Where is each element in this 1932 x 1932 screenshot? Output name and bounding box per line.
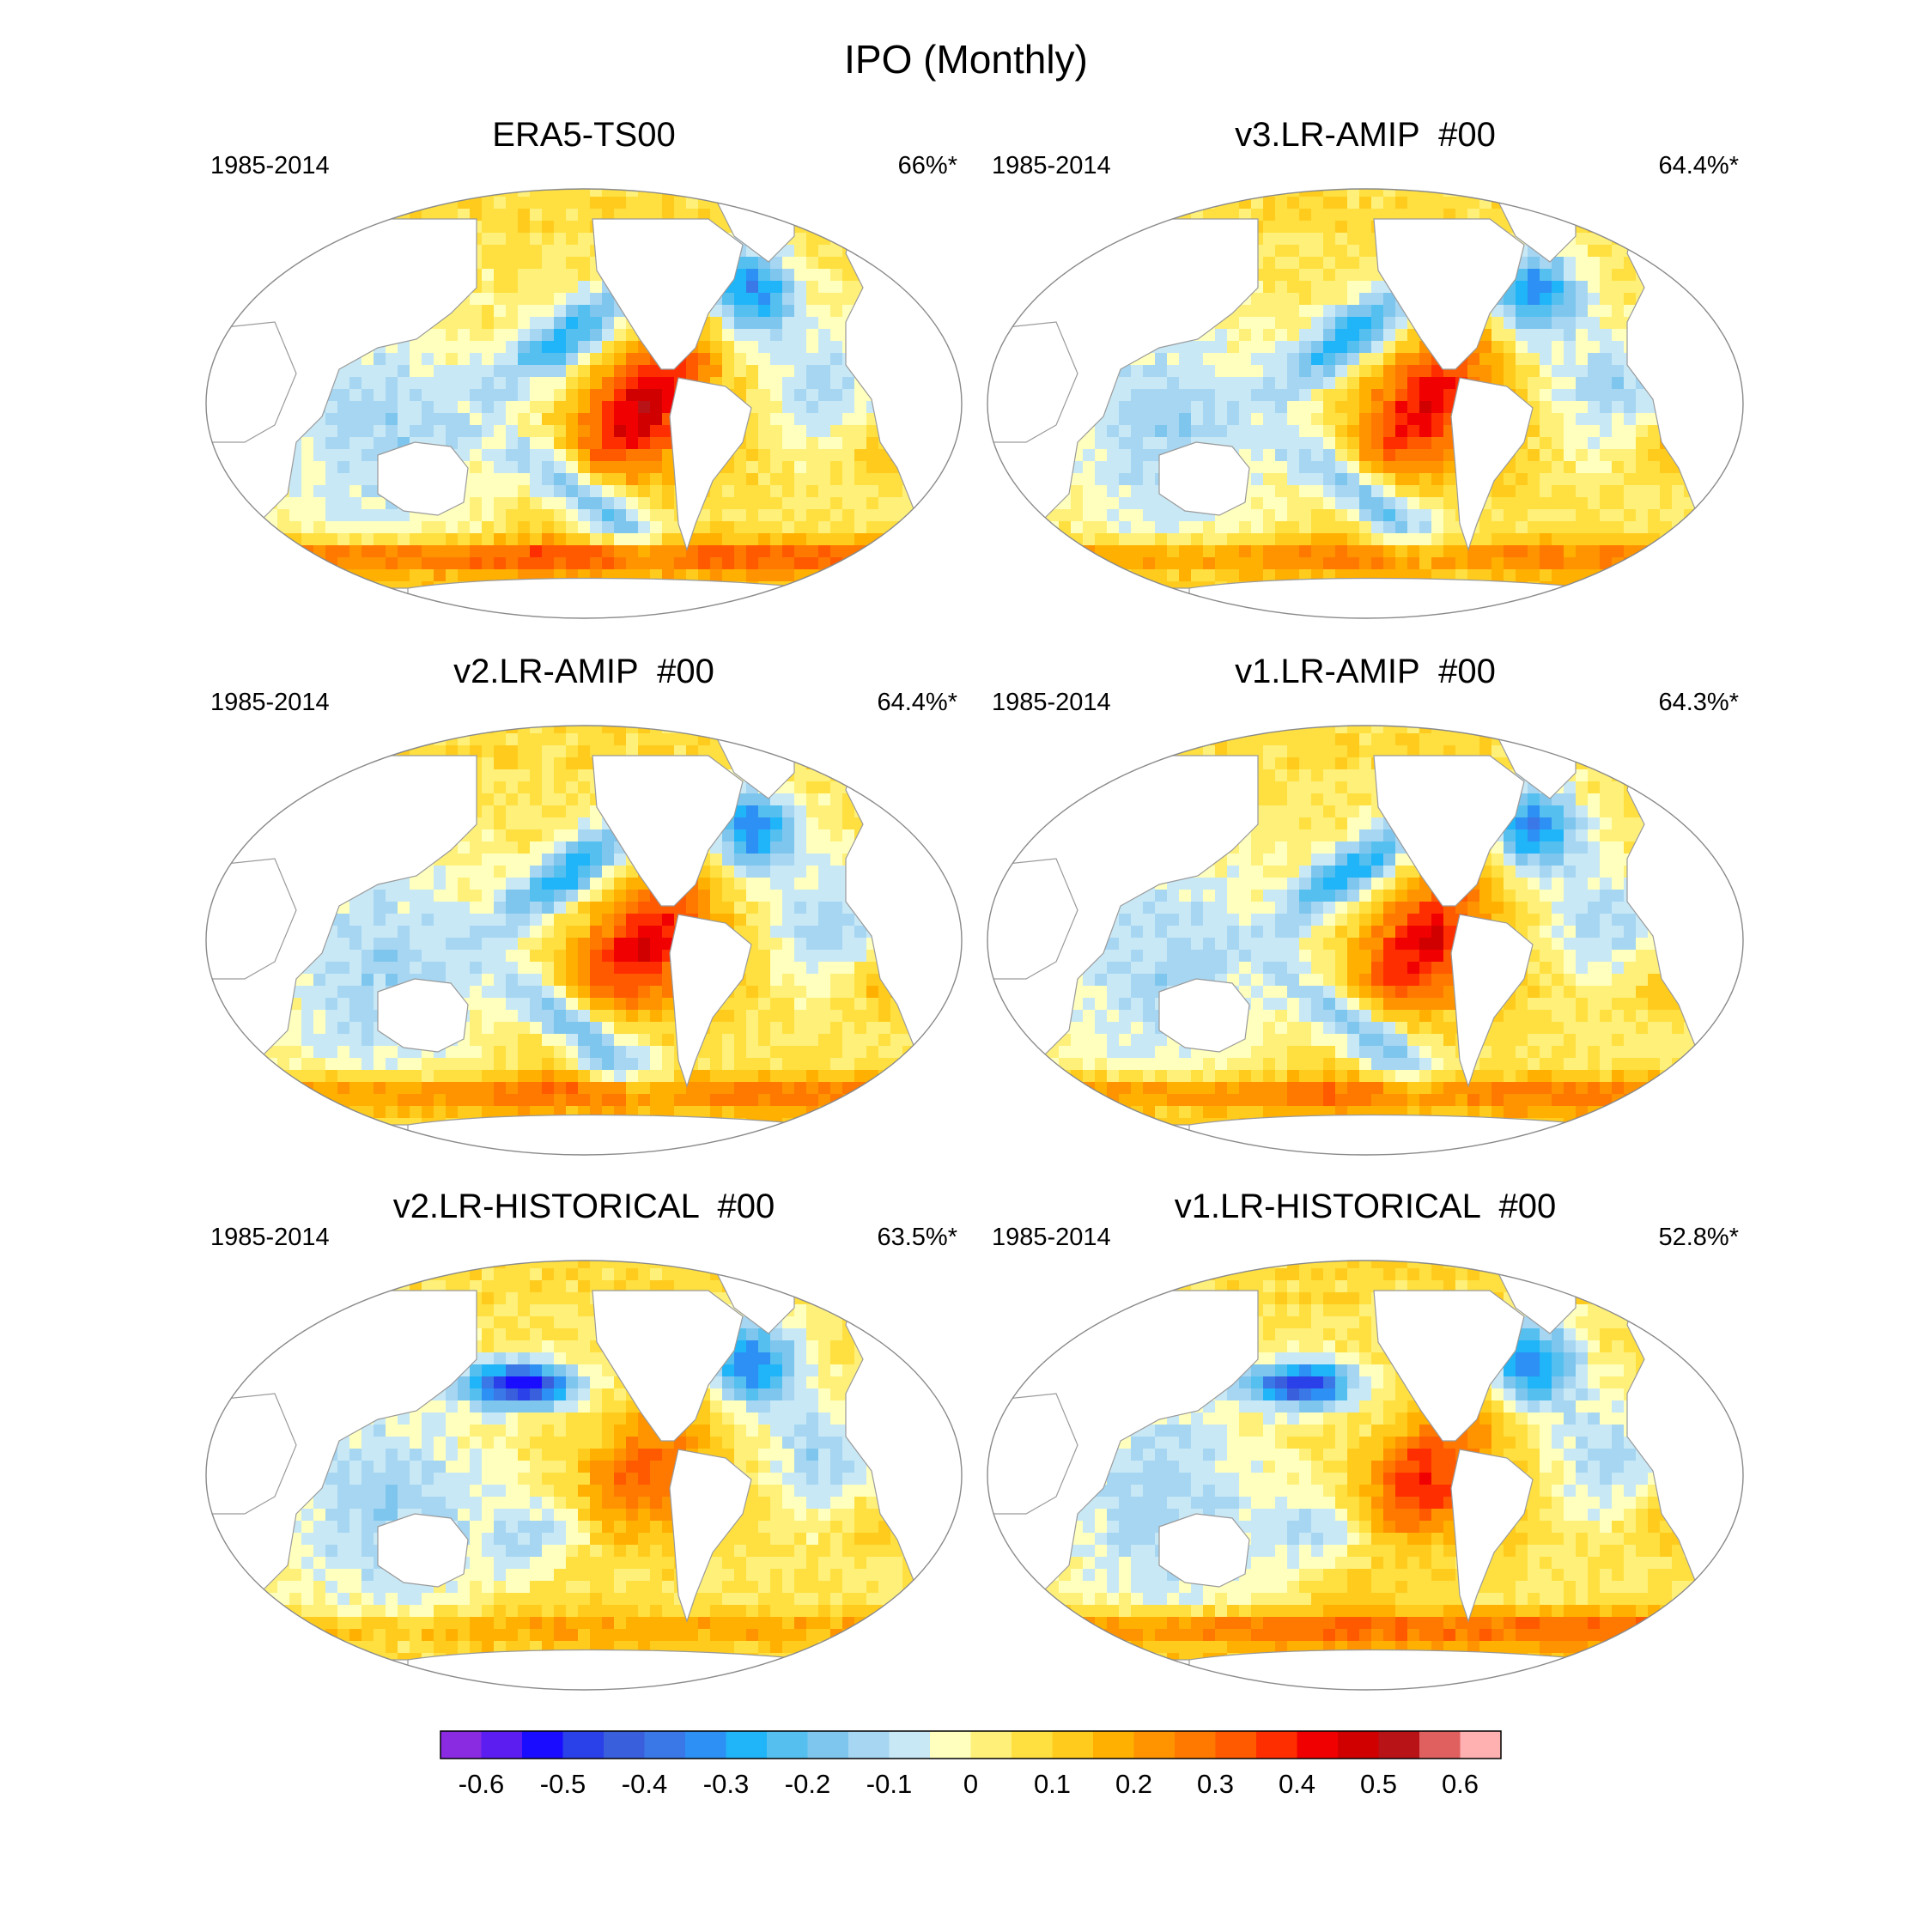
- colorbar-swatch: [440, 1731, 482, 1759]
- colorbar-swatch: [1052, 1731, 1094, 1759]
- colorbar-tick-label: -0.3: [703, 1769, 749, 1799]
- panel-v1-lr-amip: v1.LR-AMIP #00 1985-2014 64.3%*: [975, 653, 1756, 1159]
- global-map: [987, 188, 1744, 619]
- map-outline: [205, 725, 963, 1156]
- colorbar-swatch: [1297, 1731, 1339, 1759]
- panel-variance-explained: 52.8%*: [1658, 1224, 1739, 1251]
- panel-period: 1985-2014: [210, 689, 330, 716]
- colorbar-swatch: [1256, 1731, 1297, 1759]
- panel-variance-explained: 64.4%*: [1658, 152, 1739, 179]
- global-map: [205, 725, 963, 1156]
- colorbar-swatch: [1215, 1731, 1257, 1759]
- map-field: [987, 189, 1743, 618]
- map-field: [987, 726, 1743, 1155]
- colorbar-swatch: [970, 1731, 1012, 1759]
- colorbar-tick-label: 0.1: [1034, 1769, 1071, 1799]
- panel-v2-lr-amip: v2.LR-AMIP #00 1985-2014 64.4%*: [193, 653, 975, 1159]
- colorbar-swatch: [1338, 1731, 1379, 1759]
- panel-period: 1985-2014: [210, 1224, 330, 1251]
- colorbar-swatch: [807, 1731, 849, 1759]
- panel-variance-explained: 64.4%*: [877, 689, 957, 716]
- colorbar-tick-label: -0.4: [622, 1769, 667, 1799]
- colorbar-swatch: [1093, 1731, 1134, 1759]
- panel-title: v2.LR-AMIP #00: [453, 653, 714, 690]
- panel-period: 1985-2014: [210, 152, 330, 179]
- colorbar-tick-label: -0.6: [459, 1769, 504, 1799]
- colorbar-swatch: [848, 1731, 890, 1759]
- map-outline: [987, 1260, 1744, 1691]
- panel-period: 1985-2014: [992, 689, 1111, 716]
- panel-era5: ERA5-TS00 1985-2014 66%*: [193, 116, 975, 623]
- map-outline: [205, 1260, 963, 1691]
- map-field: [206, 1261, 962, 1690]
- panel-title: ERA5-TS00: [492, 116, 676, 154]
- global-map: [205, 1260, 963, 1691]
- panel-variance-explained: 66%*: [897, 152, 957, 179]
- colorbar-swatch: [1419, 1731, 1461, 1759]
- figure-title: IPO (Monthly): [844, 37, 1088, 82]
- global-map: [205, 188, 963, 619]
- colorbar-tick-label: 0.5: [1360, 1769, 1397, 1799]
- map-field: [987, 1261, 1743, 1690]
- colorbar-tick-label: -0.2: [785, 1769, 830, 1799]
- panel-title: v1.LR-AMIP #00: [1235, 653, 1496, 690]
- colorbar-swatch: [1460, 1731, 1502, 1759]
- colorbar-tick-label: -0.5: [540, 1769, 586, 1799]
- global-map: [987, 725, 1744, 1156]
- colorbar-swatch: [1133, 1731, 1176, 1759]
- map-outline: [987, 188, 1744, 619]
- panel-variance-explained: 63.5%*: [877, 1224, 957, 1251]
- colorbar-tick-label: 0.2: [1115, 1769, 1152, 1799]
- map-outline: [987, 725, 1744, 1156]
- panel-title: v2.LR-HISTORICAL #00: [392, 1188, 775, 1225]
- colorbar-tick-label: 0.6: [1442, 1769, 1479, 1799]
- colorbar-swatch: [644, 1731, 686, 1759]
- colorbar-swatch: [930, 1731, 971, 1759]
- colorbar-tick-label: 0.4: [1279, 1769, 1315, 1799]
- colorbar-swatch: [522, 1731, 563, 1759]
- panel-title: v3.LR-AMIP #00: [1235, 116, 1496, 154]
- panel-variance-explained: 64.3%*: [1658, 689, 1739, 716]
- colorbar-swatch: [767, 1731, 808, 1759]
- panel-v1-lr-historical: v1.LR-HISTORICAL #00 1985-2014 52.8%*: [975, 1188, 1756, 1694]
- map-outline: [205, 188, 963, 619]
- colorbar-swatch: [604, 1731, 645, 1759]
- panel-v3-lr-amip: v3.LR-AMIP #00 1985-2014 64.4%*: [975, 116, 1756, 623]
- panel-v2-lr-historical: v2.LR-HISTORICAL #00 1985-2014 63.5%*: [193, 1188, 975, 1694]
- colorbar-swatch: [889, 1731, 931, 1759]
- colorbar-swatch: [481, 1731, 523, 1759]
- colorbar-swatch: [1012, 1731, 1053, 1759]
- global-map: [987, 1260, 1744, 1691]
- panel-title: v1.LR-HISTORICAL #00: [1174, 1188, 1557, 1225]
- colorbar-swatch: [685, 1731, 726, 1759]
- colorbar-swatch: [562, 1731, 605, 1759]
- panel-period: 1985-2014: [992, 1224, 1111, 1251]
- map-field: [206, 726, 962, 1155]
- colorbar-tick-label: -0.1: [866, 1769, 912, 1799]
- colorbar-swatch: [1378, 1731, 1420, 1759]
- colorbar-swatch: [726, 1731, 768, 1759]
- map-field: [206, 189, 962, 618]
- colorbar-tick-label: 0.3: [1197, 1769, 1234, 1799]
- colorbar-swatch: [1175, 1731, 1216, 1759]
- colorbar-tick-label: 0: [963, 1769, 978, 1799]
- panel-period: 1985-2014: [992, 152, 1111, 179]
- colorbar-frame: [440, 1730, 1502, 1759]
